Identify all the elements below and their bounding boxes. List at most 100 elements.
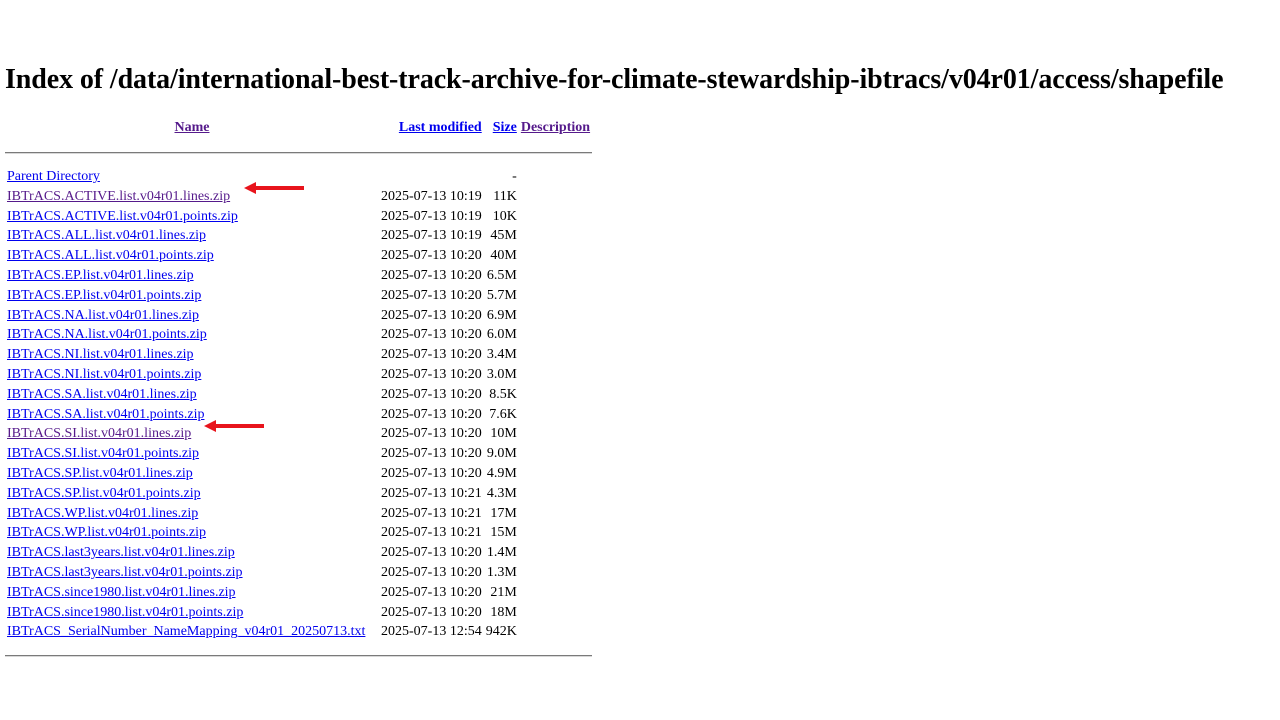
- file-link[interactable]: IBTrACS.WP.list.v04r01.points.zip: [7, 525, 207, 541]
- sort-by-name-link[interactable]: Name: [174, 120, 210, 135]
- table-header-row: Name Last modified Size Description: [5, 118, 592, 138]
- sort-by-size-link[interactable]: Size: [492, 120, 517, 135]
- table-row: IBTrACS.SI.list.v04r01.lines.zip 2025-07-…: [5, 424, 592, 444]
- name-cell: IBTrACS.ACTIVE.list.v04r01.points.zip: [5, 207, 379, 227]
- file-link[interactable]: IBTrACS.NI.list.v04r01.lines.zip: [7, 347, 194, 363]
- modified-cell: 2025-07-13 10:20: [381, 287, 482, 303]
- size-cell: 3.0M: [486, 366, 517, 382]
- description-cell: [519, 523, 592, 543]
- name-cell: IBTrACS.last3years.list.v04r01.points.zi…: [5, 563, 379, 583]
- red-arrow-annotation-active-lines: [244, 182, 304, 194]
- table-row: IBTrACS.since1980.list.v04r01.lines.zip 2…: [5, 583, 592, 603]
- file-link[interactable]: IBTrACS.SI.list.v04r01.lines.zip: [7, 426, 192, 442]
- modified-cell: 2025-07-13 10:20: [381, 406, 482, 422]
- modified-cell: 2025-07-13 10:21: [381, 505, 482, 521]
- size-cell: 7.6K: [489, 406, 517, 422]
- description-cell: [519, 563, 592, 583]
- modified-cell: 2025-07-13 12:54: [381, 624, 482, 640]
- size-cell: 45M: [490, 228, 517, 244]
- description-cell: [519, 504, 592, 524]
- name-cell: IBTrACS.SI.list.v04r01.lines.zip: [5, 424, 379, 444]
- name-cell: IBTrACS_SerialNumber_NameMapping_v04r01_…: [5, 622, 379, 642]
- modified-cell: 2025-07-13 10:20: [381, 386, 482, 402]
- page-title: Index of /data/international-best-track-…: [5, 64, 1224, 95]
- size-cell: 17M: [490, 505, 517, 521]
- description-cell: [519, 603, 592, 623]
- file-link[interactable]: IBTrACS.SP.list.v04r01.lines.zip: [7, 465, 193, 481]
- modified-cell: 2025-07-13 10:20: [381, 366, 482, 382]
- size-cell: 4.9M: [486, 465, 517, 481]
- description-cell: [519, 286, 592, 306]
- name-cell: IBTrACS.ALL.list.v04r01.points.zip: [5, 246, 379, 266]
- modified-cell: 2025-07-13 10:19: [381, 188, 482, 204]
- table-row: IBTrACS.NA.list.v04r01.lines.zip 2025-07-…: [5, 306, 592, 326]
- footer-divider-row: [5, 642, 593, 661]
- file-link[interactable]: IBTrACS.NI.list.v04r01.points.zip: [7, 366, 202, 382]
- modified-cell: 2025-07-13 10:20: [381, 465, 482, 481]
- file-link[interactable]: IBTrACS.since1980.list.v04r01.points.zip: [7, 604, 244, 620]
- modified-cell: 2025-07-13 10:21: [381, 525, 482, 541]
- table-row: IBTrACS.SI.list.v04r01.points.zip 2025-07…: [5, 444, 592, 464]
- size-cell: 40M: [490, 248, 517, 264]
- sort-by-description-link[interactable]: Description: [520, 120, 591, 135]
- description-cell: [519, 444, 592, 464]
- table-row: IBTrACS.NI.list.v04r01.lines.zip 2025-07-…: [5, 345, 592, 365]
- size-cell: 11K: [493, 188, 517, 204]
- name-cell: IBTrACS.SA.list.v04r01.lines.zip: [5, 385, 379, 405]
- description-cell: [519, 484, 592, 504]
- size-cell: -: [512, 169, 517, 184]
- file-link[interactable]: IBTrACS.last3years.list.v04r01.lines.zip: [7, 545, 235, 561]
- file-link[interactable]: IBTrACS.NA.list.v04r01.lines.zip: [7, 307, 200, 323]
- size-cell: 18M: [490, 604, 517, 620]
- size-cell: 8.5K: [489, 386, 517, 402]
- table-row: IBTrACS.ALL.list.v04r01.points.zip 2025-0…: [5, 246, 592, 266]
- file-link[interactable]: IBTrACS.last3years.list.v04r01.points.zi…: [7, 564, 243, 580]
- size-cell: 5.7M: [486, 287, 517, 303]
- header-divider: [5, 151, 593, 154]
- table-row: IBTrACS.NA.list.v04r01.points.zip 2025-07…: [5, 325, 592, 345]
- description-cell: [519, 424, 592, 444]
- column-header-last-modified: Last modified: [379, 118, 484, 138]
- table-row: IBTrACS.ACTIVE.list.v04r01.points.zip 202…: [5, 207, 592, 227]
- file-link[interactable]: IBTrACS.SA.list.v04r01.lines.zip: [7, 386, 197, 402]
- name-cell: IBTrACS.NI.list.v04r01.lines.zip: [5, 345, 379, 365]
- description-cell: [519, 345, 592, 365]
- file-link[interactable]: IBTrACS.WP.list.v04r01.lines.zip: [7, 505, 199, 521]
- file-link[interactable]: IBTrACS.EP.list.v04r01.points.zip: [7, 287, 202, 303]
- modified-cell: 2025-07-13 10:20: [381, 584, 482, 600]
- table-row: IBTrACS.WP.list.v04r01.points.zip 2025-07…: [5, 523, 592, 543]
- file-link[interactable]: IBTrACS.EP.list.v04r01.lines.zip: [7, 267, 194, 283]
- file-link[interactable]: IBTrACS.SP.list.v04r01.points.zip: [7, 485, 201, 501]
- table-row: IBTrACS.ACTIVE.list.v04r01.lines.zip 2025…: [5, 187, 592, 207]
- name-cell: IBTrACS.since1980.list.v04r01.lines.zip: [5, 583, 379, 603]
- red-arrow-annotation-si-lines: [204, 420, 264, 432]
- file-link[interactable]: IBTrACS.since1980.list.v04r01.lines.zip: [7, 584, 236, 600]
- sort-by-last-modified-link[interactable]: Last modified: [398, 120, 482, 135]
- size-cell: 4.3M: [486, 485, 517, 501]
- parent-directory-link[interactable]: Parent Directory: [7, 169, 100, 184]
- description-cell: [519, 622, 592, 642]
- size-cell: 1.4M: [486, 545, 517, 561]
- table-row: IBTrACS.SA.list.v04r01.lines.zip 2025-07-…: [5, 385, 592, 405]
- file-link[interactable]: IBTrACS.NA.list.v04r01.points.zip: [7, 327, 207, 343]
- name-cell: IBTrACS.SP.list.v04r01.points.zip: [5, 484, 379, 504]
- file-link[interactable]: IBTrACS.SA.list.v04r01.points.zip: [7, 406, 205, 422]
- file-link[interactable]: IBTrACS.ACTIVE.list.v04r01.lines.zip: [7, 188, 231, 204]
- table-row: IBTrACS.SA.list.v04r01.points.zip 2025-07…: [5, 405, 592, 425]
- file-link[interactable]: IBTrACS.ALL.list.v04r01.points.zip: [7, 248, 214, 264]
- description-cell: [519, 385, 592, 405]
- name-cell: IBTrACS.NI.list.v04r01.points.zip: [5, 365, 379, 385]
- name-cell: IBTrACS.NA.list.v04r01.points.zip: [5, 325, 379, 345]
- name-cell: IBTrACS.ALL.list.v04r01.lines.zip: [5, 226, 379, 246]
- file-link[interactable]: IBTrACS.SI.list.v04r01.points.zip: [7, 446, 200, 462]
- file-link[interactable]: IBTrACS.ACTIVE.list.v04r01.points.zip: [7, 208, 238, 224]
- name-cell: IBTrACS.last3years.list.v04r01.lines.zip: [5, 543, 379, 563]
- file-link[interactable]: IBTrACS.ALL.list.v04r01.lines.zip: [7, 228, 206, 244]
- size-cell: 21M: [490, 584, 517, 600]
- table-row: IBTrACS_SerialNumber_NameMapping_v04r01_…: [5, 622, 592, 642]
- table-row-parent-directory: Parent Directory -: [5, 167, 592, 187]
- name-cell: Parent Directory: [5, 167, 379, 187]
- name-cell: IBTrACS.EP.list.v04r01.points.zip: [5, 286, 379, 306]
- description-cell: [519, 583, 592, 603]
- file-link[interactable]: IBTrACS_SerialNumber_NameMapping_v04r01_…: [7, 624, 366, 640]
